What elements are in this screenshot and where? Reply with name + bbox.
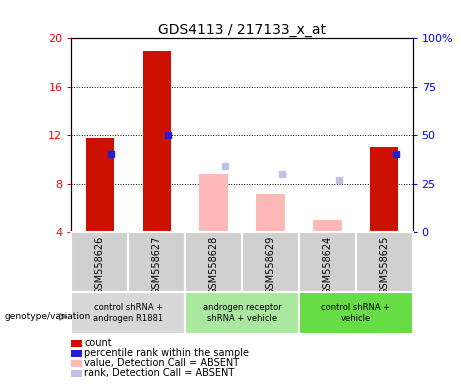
Text: GSM558624: GSM558624 (322, 235, 332, 295)
Bar (242, 232, 299, 292)
Bar (71, 232, 128, 292)
Text: control shRNA +
vehicle: control shRNA + vehicle (321, 303, 390, 323)
Bar (142, 51, 171, 232)
Text: count: count (84, 338, 112, 348)
Text: GSM558626: GSM558626 (95, 235, 105, 295)
Text: value, Detection Call = ABSENT: value, Detection Call = ABSENT (84, 358, 239, 368)
Bar (299, 232, 356, 292)
Bar (128, 232, 185, 292)
Title: GDS4113 / 217133_x_at: GDS4113 / 217133_x_at (158, 23, 326, 37)
Text: GSM558628: GSM558628 (208, 235, 219, 295)
Text: percentile rank within the sample: percentile rank within the sample (84, 348, 249, 358)
Bar (185, 232, 242, 292)
Bar (71, 292, 185, 334)
Bar (356, 232, 413, 292)
Bar (200, 174, 228, 232)
Bar (256, 194, 285, 232)
Bar (313, 220, 342, 232)
Text: androgen receptor
shRNA + vehicle: androgen receptor shRNA + vehicle (203, 303, 281, 323)
Text: control shRNA +
androgen R1881: control shRNA + androgen R1881 (93, 303, 163, 323)
Text: genotype/variation: genotype/variation (5, 312, 91, 321)
Bar (86, 138, 114, 232)
Bar (370, 147, 398, 232)
Text: GSM558625: GSM558625 (379, 235, 389, 295)
Text: GSM558629: GSM558629 (266, 235, 276, 295)
Text: rank, Detection Call = ABSENT: rank, Detection Call = ABSENT (84, 368, 235, 378)
Text: GSM558627: GSM558627 (152, 235, 162, 295)
Bar (299, 292, 413, 334)
Bar (185, 292, 299, 334)
